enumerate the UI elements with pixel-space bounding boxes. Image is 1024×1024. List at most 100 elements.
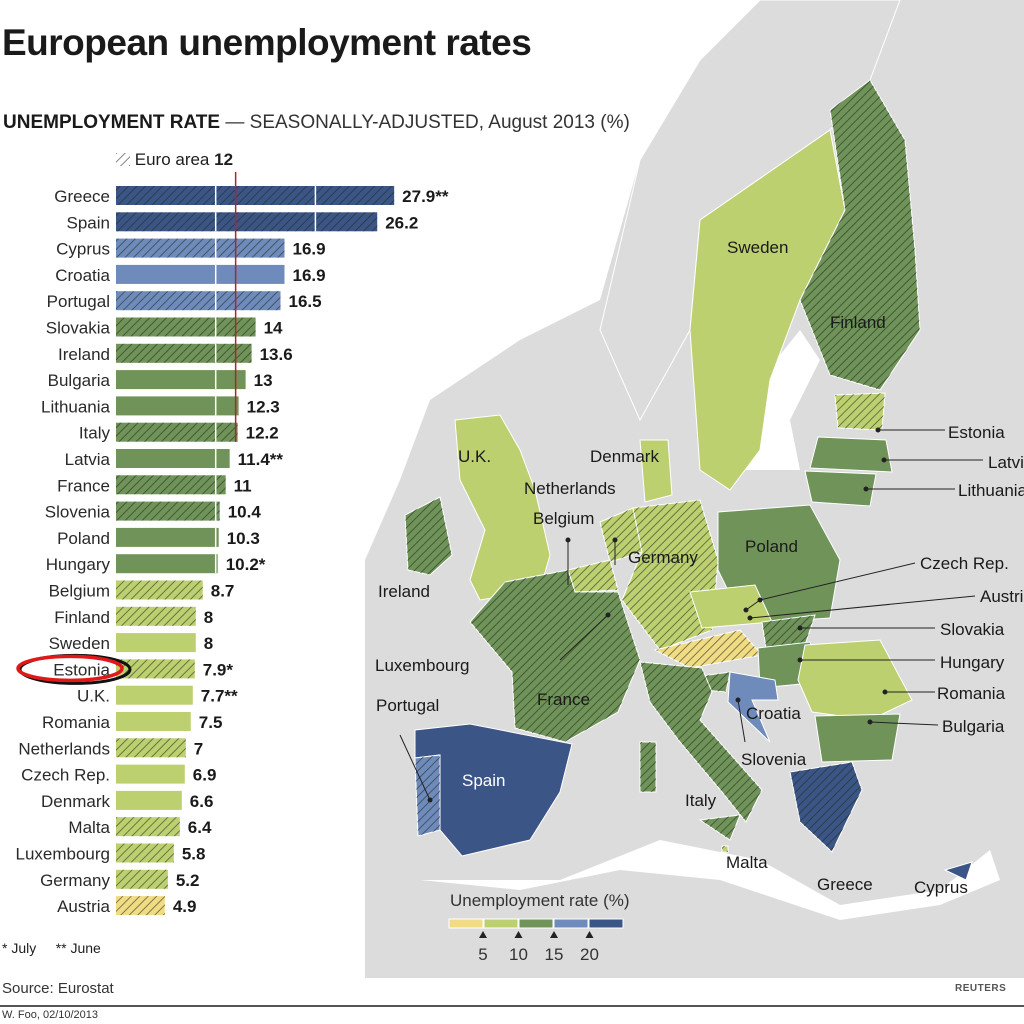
map-label-portugal: Portugal <box>376 696 439 715</box>
map-label-malta: Malta <box>726 853 768 872</box>
leader-dot <box>867 719 873 725</box>
bar-value-label: 26.2 <box>385 213 418 232</box>
country-sweden <box>689 129 846 491</box>
leader-line <box>749 595 976 619</box>
bar-value-label: 6.4 <box>188 818 212 837</box>
bar-category-label: Luxembourg <box>15 845 110 864</box>
country-malta-hatch <box>722 846 728 852</box>
country-estonia-hatch <box>835 393 885 430</box>
map-label-poland: Poland <box>745 537 798 556</box>
bar <box>116 396 239 416</box>
legend-swatch <box>483 918 519 929</box>
map-legend-scale: 5 10 15 20 <box>448 918 624 964</box>
bar-chart: Greece 27.9** Spain 26.2 Cyprus 16.9 Croatia 16… <box>15 172 449 916</box>
highlight-circle <box>16 654 124 683</box>
map-label-slovenia: Slovenia <box>741 750 807 769</box>
country-cyprus <box>943 861 973 881</box>
bar-value-label: 12.2 <box>246 424 279 443</box>
bar-value-label: 4.9 <box>173 897 197 916</box>
bar <box>116 633 196 653</box>
bar-hatch <box>116 212 378 232</box>
legend-tick-marker-icon <box>550 931 558 938</box>
bar-hatch <box>116 186 395 205</box>
map-label-hungary: Hungary <box>940 653 1005 672</box>
country-bulgaria <box>814 713 901 763</box>
bar-value-label: 27.9** <box>402 187 449 206</box>
page-title: European unemployment rates <box>2 22 532 63</box>
bar-hatch <box>116 817 180 837</box>
map-label-latvia: Latvia <box>988 453 1024 472</box>
bar-value-label: 8.7 <box>211 582 235 601</box>
map-label-denmark: Denmark <box>590 447 659 466</box>
bar-value-label: 5.2 <box>176 871 200 890</box>
legend-swatch <box>553 918 589 929</box>
bar-value-label: 5.8 <box>182 845 206 864</box>
country-sardinia-hatch <box>640 742 656 792</box>
map-label-uk: U.K. <box>458 447 491 466</box>
country-finland-hatch <box>800 80 920 390</box>
leader-dot <box>612 537 618 543</box>
bar-hatch <box>116 843 174 863</box>
footnote-july: * July <box>2 940 37 956</box>
bar-value-label: 13 <box>254 371 273 390</box>
bar <box>116 790 182 810</box>
bar <box>116 554 218 574</box>
map-label-bulgaria: Bulgaria <box>942 717 1005 736</box>
leader-line <box>559 614 609 661</box>
bar-value-label: 13.6 <box>260 345 293 364</box>
bar <box>116 764 185 784</box>
bar-category-label: France <box>57 476 110 495</box>
bar-category-label: Estonia <box>53 660 110 679</box>
bar-value-label: 16.9 <box>292 266 325 285</box>
bar-category-label: Germany <box>40 871 110 890</box>
bar-value-label: 12.3 <box>247 397 280 416</box>
bar-category-label: Slovakia <box>46 319 111 338</box>
bar-value-label: 7.5 <box>199 713 223 732</box>
bar-category-label: Croatia <box>55 266 110 285</box>
leader-dot <box>605 612 611 618</box>
leader-dot <box>427 797 433 803</box>
map-label-greece: Greece <box>817 875 873 894</box>
leader-dot <box>797 625 803 631</box>
leader-dot <box>797 657 803 663</box>
map-label-estonia: Estonia <box>948 423 1005 442</box>
bar-value-label: 10.4 <box>228 503 262 522</box>
bar-category-label: Czech Rep. <box>21 766 110 785</box>
euro-area-label: Euro area <box>134 150 210 169</box>
bar-hatch <box>116 475 226 495</box>
map-label-slovakia: Slovakia <box>940 620 1005 639</box>
leader-line <box>869 721 939 726</box>
country-sicily-hatch <box>700 815 740 840</box>
source-note: Source: Eurostat <box>2 980 114 997</box>
bar-value-label: 10.3 <box>227 529 260 548</box>
byline: W. Foo, 02/10/2013 <box>2 1009 99 1021</box>
legend-tick-label: 5 <box>478 945 487 964</box>
bar-hatch <box>116 501 220 521</box>
legend-tick-marker-icon <box>479 931 487 938</box>
map-label-lithuania: Lithuania <box>958 481 1024 500</box>
bar-hatch <box>116 738 186 758</box>
country-lithuania <box>804 470 877 507</box>
reuters-logo: REUTERS <box>955 983 1007 994</box>
mediterranean-sea <box>420 840 1000 920</box>
bar-value-label: 8 <box>204 608 213 627</box>
euro-area-legend: Euro area 12 <box>116 150 233 170</box>
bar-value-label: 14 <box>264 319 283 338</box>
country-ireland-hatch <box>405 497 452 575</box>
map-legend-title: Unemployment rate (%) <box>450 891 630 910</box>
bar-category-label: U.K. <box>77 687 110 706</box>
country-belgium-hatch <box>568 560 618 592</box>
bar <box>116 264 285 284</box>
footnote-june: ** June <box>55 940 101 956</box>
bar-category-label: Malta <box>68 818 110 837</box>
leader-line <box>759 562 916 601</box>
bar-category-label: Latvia <box>65 450 111 469</box>
map-label-netherlands: Netherlands <box>524 479 616 498</box>
legend-tick-marker-icon <box>514 931 523 938</box>
map-label-italy: Italy <box>685 791 717 810</box>
subtitle-rest: — SEASONALLY-ADJUSTED, August 2013 (%) <box>220 112 630 133</box>
map-label-croatia: Croatia <box>746 704 801 723</box>
country-germany-hatch <box>622 500 718 650</box>
leader-dot <box>863 486 869 492</box>
bar-hatch <box>116 580 203 600</box>
